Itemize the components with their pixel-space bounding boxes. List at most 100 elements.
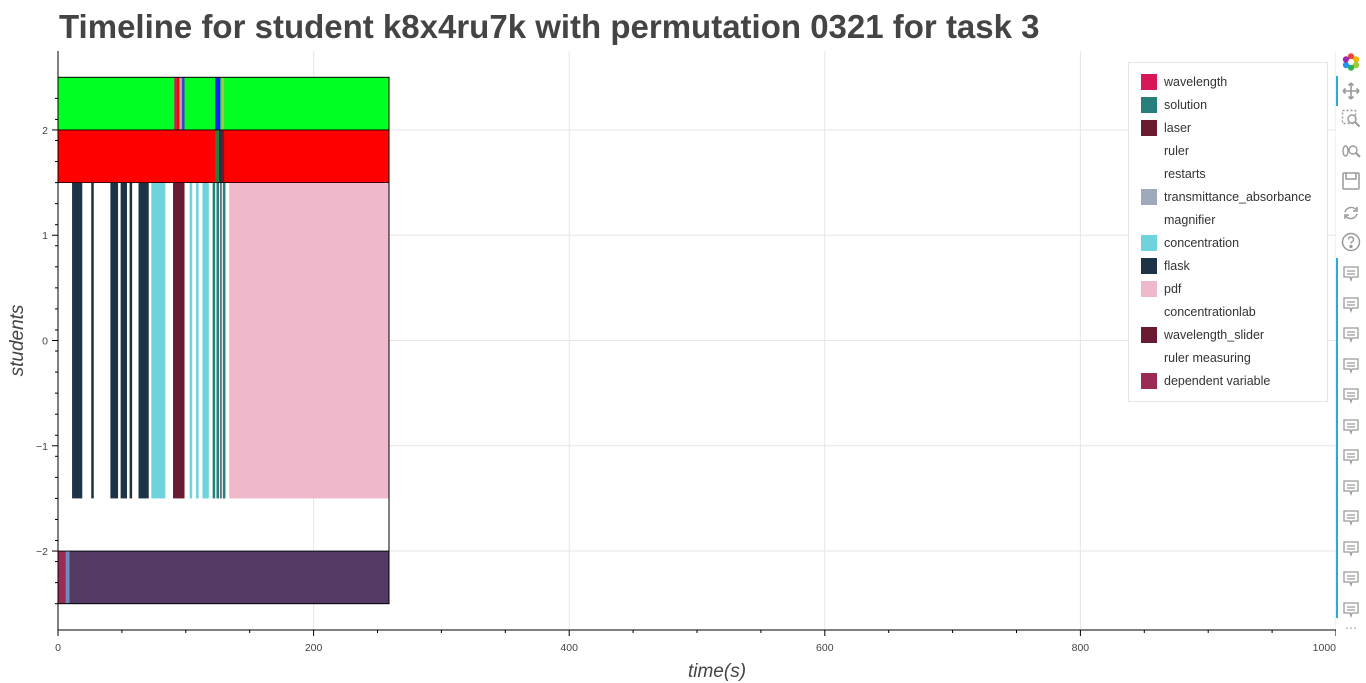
legend-label: solution: [1164, 98, 1208, 112]
legend-label: laser: [1164, 121, 1192, 135]
legend-swatch: [1141, 166, 1157, 182]
x-tick-label: 200: [305, 642, 323, 654]
legend-item[interactable]: wavelength: [1141, 73, 1227, 91]
y-tick-label: −2: [36, 546, 48, 558]
timeline-segment: [110, 182, 119, 499]
timeline-segment: [222, 182, 226, 499]
legend-item[interactable]: laser: [1141, 119, 1191, 137]
timeline-segment: [151, 182, 166, 499]
x-tick-label: 800: [1072, 642, 1090, 654]
legend-swatch: [1141, 74, 1157, 90]
timeline-segment: [129, 182, 133, 499]
legend-label: wavelength_slider: [1164, 328, 1265, 342]
timeline-segment: [220, 182, 222, 499]
timeline-segment: [212, 182, 216, 499]
hover-icon[interactable]: [1340, 507, 1362, 529]
timeline-segment: [173, 182, 185, 499]
pan-icon[interactable]: [1340, 80, 1362, 102]
legend-label: concentrationlab: [1164, 305, 1256, 319]
legend-item[interactable]: wavelength_slider: [1141, 326, 1264, 344]
timeline-segment: [65, 551, 70, 604]
x-tick-label: 1000: [1313, 642, 1336, 654]
x-tick-label: 0: [55, 642, 61, 654]
timeline-segment: [215, 129, 220, 183]
legend-item[interactable]: pdf: [1141, 280, 1181, 298]
legend-label: concentration: [1164, 236, 1240, 250]
x-axis-label: time(s): [688, 661, 746, 682]
timeline-segment: [174, 77, 177, 130]
legend-label: wavelength: [1164, 75, 1228, 89]
legend-swatch: [1141, 235, 1157, 251]
legend-swatch: [1141, 97, 1157, 113]
hover-icon[interactable]: [1340, 568, 1362, 590]
legend-label: restarts: [1164, 167, 1206, 181]
legend-label: dependent variable: [1164, 374, 1271, 388]
legend-item[interactable]: concentrationlab: [1141, 303, 1256, 321]
legend-item[interactable]: ruler: [1141, 142, 1189, 160]
legend-item[interactable]: concentration: [1141, 234, 1239, 252]
legend-item[interactable]: ruler measuring: [1141, 349, 1251, 367]
hover-icon[interactable]: [1340, 446, 1362, 468]
timeline-segment: [202, 182, 209, 499]
y-tick-label: 0: [42, 336, 48, 348]
timeline-segment: [72, 182, 83, 499]
legend: wavelength solution laser ruler restarts tran…: [1128, 62, 1328, 402]
hover-icon[interactable]: [1340, 538, 1362, 560]
active-tool-indicator: [1336, 258, 1338, 618]
legend-item[interactable]: solution: [1141, 96, 1207, 114]
y-tick-label: −1: [36, 441, 48, 453]
hover-icon[interactable]: [1340, 385, 1362, 407]
legend-swatch: [1141, 189, 1157, 205]
timeline-row-background: [58, 551, 390, 604]
box-zoom-icon[interactable]: [1340, 108, 1362, 130]
x-tick-label: 400: [560, 642, 578, 654]
legend-swatch: [1141, 258, 1157, 274]
legend-item[interactable]: transmittance_absorbance: [1141, 188, 1311, 206]
timeline-segment: [219, 129, 222, 183]
legend-item[interactable]: magnifier: [1141, 211, 1215, 229]
legend-label: magnifier: [1164, 213, 1216, 227]
reset-icon[interactable]: [1340, 202, 1362, 224]
x-tick-label: 600: [816, 642, 834, 654]
legend-swatch: [1141, 120, 1157, 136]
hover-icon[interactable]: [1340, 355, 1362, 377]
y-tick-label: 2: [42, 125, 48, 137]
legend-swatch: [1141, 281, 1157, 297]
chart-title: Timeline for student k8x4ru7k with permu…: [59, 8, 1040, 45]
timeline-segment: [221, 129, 225, 183]
legend-item[interactable]: restarts: [1141, 165, 1206, 183]
hover-icon[interactable]: [1340, 599, 1362, 621]
timeline-segment: [189, 182, 193, 499]
legend-label: ruler measuring: [1164, 351, 1251, 365]
timeline-segment: [181, 77, 185, 130]
hover-icon[interactable]: [1340, 324, 1362, 346]
more-tools-button[interactable]: ⋯: [1345, 621, 1357, 635]
bokeh-logo-icon: [1340, 51, 1362, 73]
active-tool-indicator: [1336, 76, 1338, 106]
hover-icon[interactable]: [1340, 416, 1362, 438]
timeline-segment: [176, 77, 180, 130]
timeline-segment: [215, 77, 221, 130]
timeline-segment: [91, 182, 94, 499]
hover-icon[interactable]: [1340, 263, 1362, 285]
legend-label: ruler: [1164, 144, 1190, 158]
y-tick-label: 1: [42, 230, 48, 242]
help-icon[interactable]: [1340, 231, 1362, 253]
legend-label: pdf: [1164, 282, 1182, 296]
timeline-segment: [58, 551, 66, 604]
timeline-segment: [179, 77, 182, 130]
legend-item[interactable]: dependent variable: [1141, 372, 1270, 390]
y-axis-label: students: [7, 304, 28, 376]
hover-icon[interactable]: [1340, 294, 1362, 316]
save-icon[interactable]: [1340, 170, 1362, 192]
legend-swatch: [1141, 327, 1157, 343]
hover-icon[interactable]: [1340, 477, 1362, 499]
legend-swatch: [1141, 212, 1157, 228]
timeline-segment: [138, 182, 149, 499]
timeline-segment: [196, 182, 199, 499]
legend-swatch: [1141, 143, 1157, 159]
timeline-segment: [120, 182, 128, 499]
wheel-zoom-icon[interactable]: [1340, 140, 1362, 162]
legend-item[interactable]: flask: [1141, 257, 1190, 275]
legend-label: flask: [1164, 259, 1190, 273]
